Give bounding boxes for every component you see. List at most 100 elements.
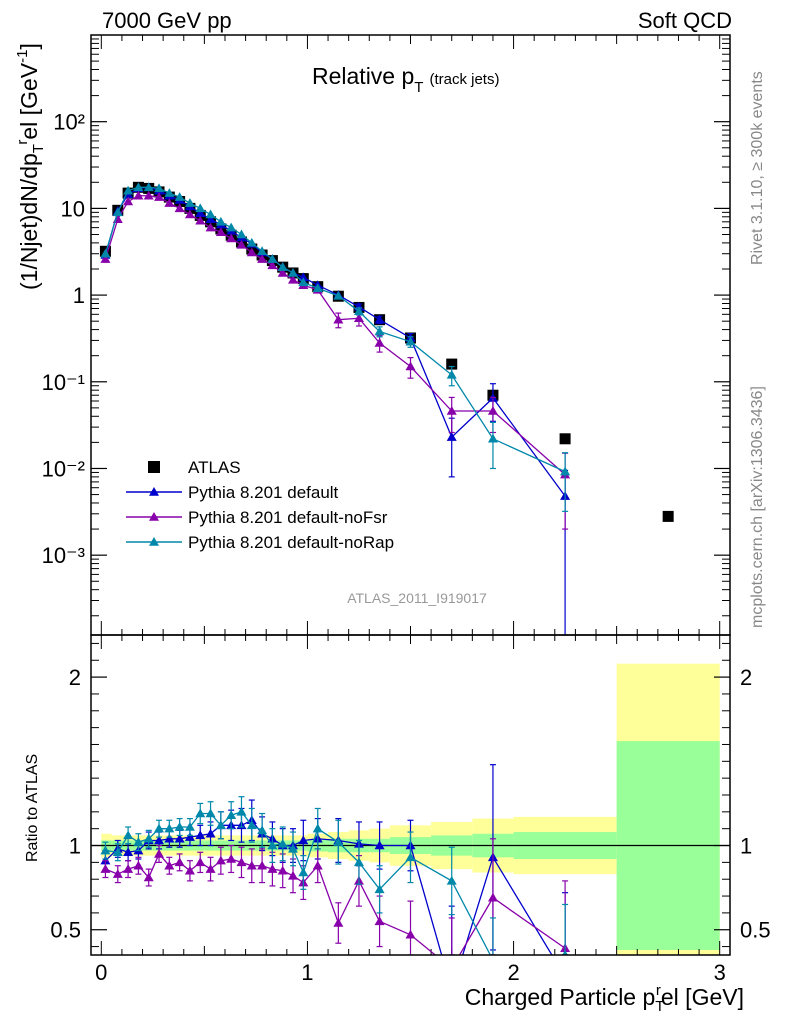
data-point xyxy=(559,433,571,445)
data-point xyxy=(257,246,268,256)
legend-label: ATLAS xyxy=(188,458,241,477)
ratio-point xyxy=(246,820,257,830)
header-right: Soft QCD xyxy=(638,8,732,33)
data-point xyxy=(405,336,416,346)
series-pythia-2 xyxy=(100,190,571,530)
legend-label: Pythia 8.201 default-noRap xyxy=(188,533,394,552)
ratio-point xyxy=(154,848,165,858)
ratio-plot-frame xyxy=(90,634,731,956)
data-point xyxy=(164,188,175,197)
legend-marker xyxy=(148,461,160,473)
ratio-point xyxy=(195,808,206,818)
ratio-series-1 xyxy=(100,764,569,955)
data-point xyxy=(662,510,674,522)
ratio-line xyxy=(105,852,566,955)
ratio-series-3 xyxy=(100,796,569,955)
ratio-y-tick-label: 2 xyxy=(740,665,752,690)
data-point xyxy=(226,222,237,232)
series-line xyxy=(104,195,566,476)
data-point xyxy=(374,314,385,324)
ratio-point xyxy=(143,872,154,882)
data-point xyxy=(312,283,323,292)
ratio-point xyxy=(184,822,195,831)
ratio-point xyxy=(174,833,185,843)
ratio-point xyxy=(487,892,498,902)
header-left: 7000 GeV pp xyxy=(102,8,232,33)
rivet-label: Rivet 3.1.10, ≥ 300k events xyxy=(749,71,766,265)
y-tick-label: 1 xyxy=(73,283,85,308)
ratio-point xyxy=(257,860,268,870)
data-point xyxy=(288,267,299,277)
y-tick-label: 10 xyxy=(61,196,85,221)
plot-title: Relative pT (track jets) xyxy=(312,63,499,96)
data-point xyxy=(257,254,268,263)
data-point xyxy=(123,185,134,195)
data-point xyxy=(267,254,278,263)
data-point xyxy=(277,267,288,277)
data-point xyxy=(112,207,123,217)
ratio-point xyxy=(288,843,299,853)
data-point xyxy=(205,209,216,219)
ratio-y-tick-label: 1 xyxy=(69,834,81,859)
legend: ATLAS Pythia 8.201 default Pythia 8.201 de… xyxy=(126,458,394,552)
data-point xyxy=(184,198,195,207)
data-point xyxy=(353,313,364,323)
data-point xyxy=(236,229,247,239)
x-tick-label: 3 xyxy=(714,960,726,985)
ratio-point xyxy=(184,832,195,841)
ratio-point xyxy=(277,838,288,848)
ratio-point xyxy=(100,845,111,855)
main-series xyxy=(99,181,674,636)
x-tick-label: 0 xyxy=(95,960,107,985)
y-tick-label: 10⁻³ xyxy=(42,543,85,568)
mcplots-label: mcplots.cern.ch [arXiv:1306.3436] xyxy=(749,386,766,628)
ratio-point xyxy=(123,847,134,857)
data-point xyxy=(215,216,226,226)
ratio-point xyxy=(133,860,144,870)
y-tick-label: 10² xyxy=(53,110,85,135)
ratio-point xyxy=(298,835,309,845)
data-point xyxy=(154,192,165,201)
ratio-point xyxy=(246,860,257,870)
ratio-point xyxy=(374,884,385,894)
ratio-point xyxy=(226,854,237,863)
data-point xyxy=(333,290,344,300)
ratio-point xyxy=(154,835,165,845)
ratio-point xyxy=(205,864,216,873)
data-point xyxy=(298,272,309,282)
x-axis-title: Charged Particle pTrel [GeV] xyxy=(465,982,744,1015)
data-point xyxy=(277,262,288,271)
ratio-point xyxy=(174,857,185,867)
analysis-tag: ATLAS_2011_I919017 xyxy=(347,590,487,606)
data-point xyxy=(174,203,185,213)
ratio-point xyxy=(236,806,247,816)
ratio-point xyxy=(100,855,111,865)
ratio-point xyxy=(164,823,175,833)
main-y-axis-title: (1/Njet)dN/dpTrel [GeV-1] xyxy=(14,43,47,290)
legend-label: Pythia 8.201 default xyxy=(188,483,339,502)
data-point xyxy=(143,190,154,200)
ratio-point xyxy=(112,847,123,857)
ratio-point xyxy=(333,918,344,927)
data-point xyxy=(205,214,216,223)
ratio-point xyxy=(374,840,385,850)
data-point xyxy=(487,406,498,415)
legend-marker xyxy=(149,487,159,496)
data-point xyxy=(446,358,458,370)
x-tick-label: 1 xyxy=(301,960,313,985)
data-point xyxy=(333,314,344,324)
ratio-point xyxy=(312,823,323,833)
ratio-point xyxy=(288,870,299,880)
legend-label: Pythia 8.201 default-noFsr xyxy=(188,508,388,527)
ratio-point xyxy=(112,869,123,878)
data-point xyxy=(405,361,416,371)
ratio-point xyxy=(184,865,195,875)
data-point xyxy=(100,254,111,263)
data-point xyxy=(353,306,364,316)
data-point xyxy=(143,182,154,192)
data-point xyxy=(374,338,385,347)
ratio-point xyxy=(405,852,416,862)
ratio-point xyxy=(195,857,206,867)
ratio-point xyxy=(123,830,134,840)
data-point xyxy=(226,233,237,243)
